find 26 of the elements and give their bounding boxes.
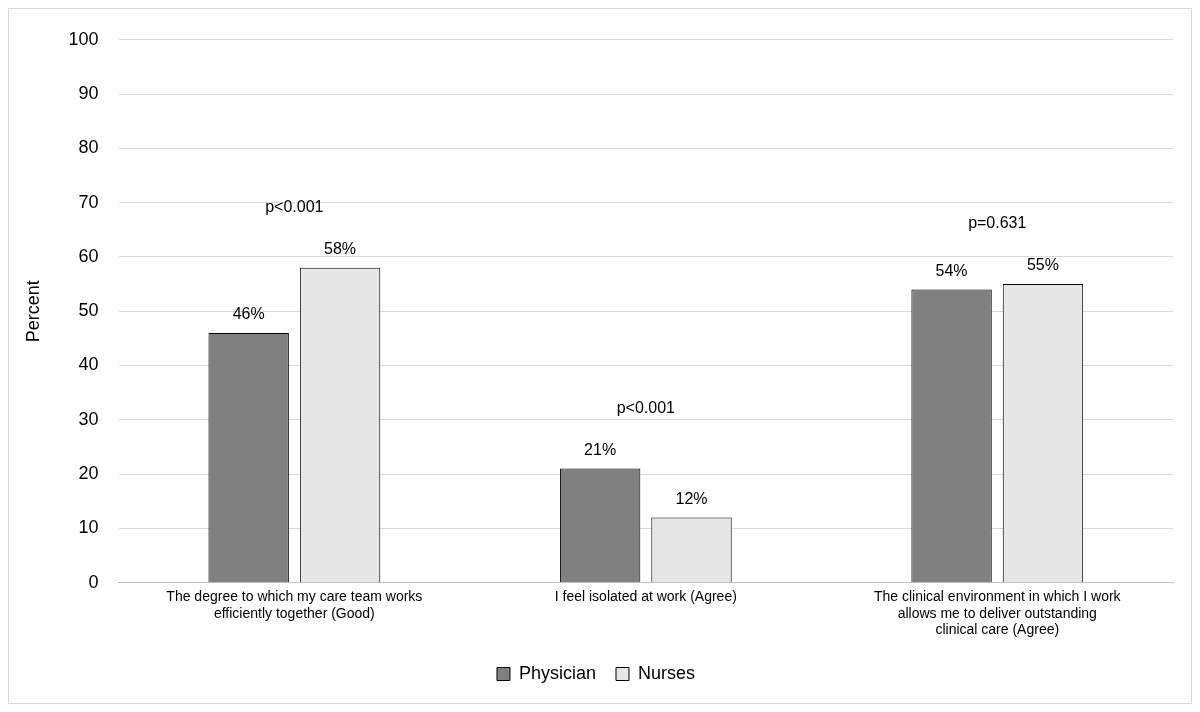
annotation: p<0.001 bbox=[616, 399, 676, 417]
y-tick-label: 80 bbox=[78, 137, 99, 158]
data-label: 55% bbox=[1026, 256, 1059, 274]
data-label: 12% bbox=[675, 489, 708, 507]
annotation: p<0.001 bbox=[265, 198, 324, 216]
x-tick-label: The degree to which my care team works efficiently together (Good) bbox=[166, 587, 423, 621]
y-tick-label: 100 bbox=[68, 28, 99, 49]
y-tick-label: 60 bbox=[78, 245, 99, 266]
y-tick-label: 20 bbox=[78, 463, 99, 484]
x-tick-label: I feel isolated at work (Agree) bbox=[554, 587, 737, 604]
data-label: 46% bbox=[232, 305, 265, 323]
y-tick-label: 90 bbox=[78, 83, 99, 104]
y-tick-label: 10 bbox=[78, 517, 99, 538]
legend-label: Physician bbox=[518, 662, 597, 683]
y-tick-label: 0 bbox=[88, 571, 99, 592]
x-tick-label: The clinical environment in which I work allows me to deliver outstanding clinical care (Agree) bbox=[873, 587, 1122, 638]
y-tick-label: 40 bbox=[78, 354, 99, 375]
y-tick-label: 30 bbox=[78, 408, 99, 429]
data-label: 21% bbox=[584, 441, 617, 459]
y-axis-title: Percent bbox=[22, 280, 43, 343]
y-tick-label: 50 bbox=[78, 300, 99, 321]
data-label: 58% bbox=[324, 240, 357, 258]
legend-label: Nurses bbox=[638, 662, 696, 683]
annotation: p=0.631 bbox=[968, 214, 1027, 232]
y-tick-label: 70 bbox=[78, 191, 99, 212]
data-label: 54% bbox=[935, 261, 968, 279]
